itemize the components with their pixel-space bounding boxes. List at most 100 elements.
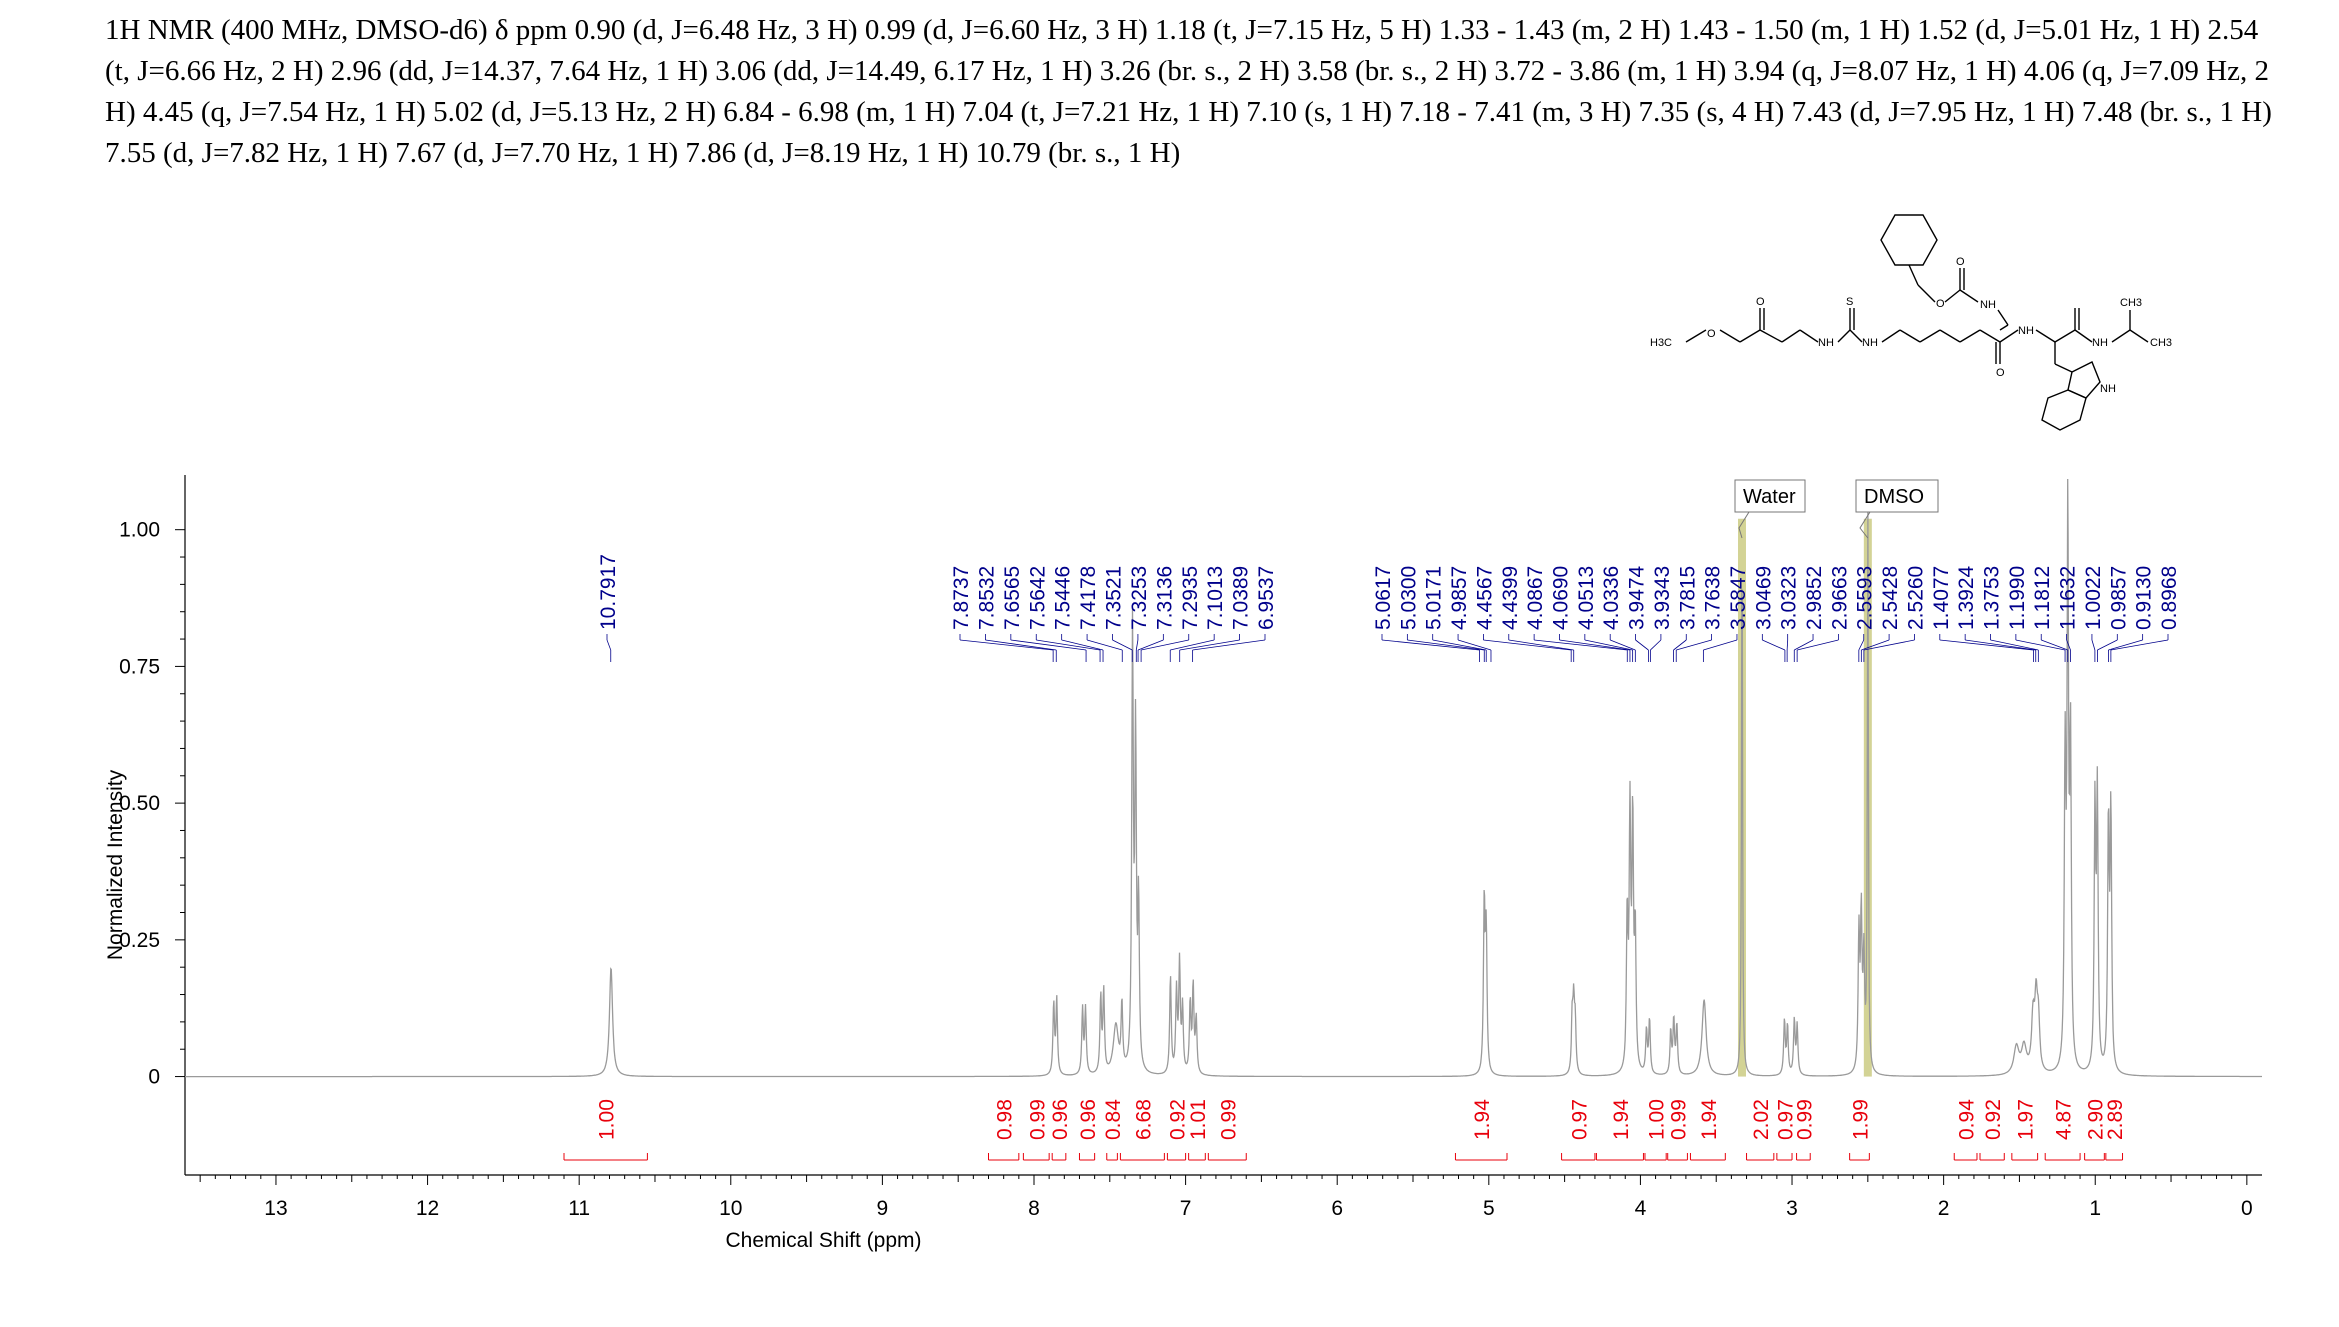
peak-label-leader — [1990, 639, 2039, 651]
peak-label: 2.9663 — [1828, 566, 1851, 630]
y-tick-label: 1.00 — [119, 519, 160, 542]
annotation-pointer — [1738, 511, 1750, 539]
peak-label: 7.6565 — [1001, 566, 1024, 630]
peak-label: 1.0022 — [2082, 566, 2105, 630]
peak-label-leader — [1610, 639, 1636, 651]
nmr-description: 1H NMR (400 MHz, DMSO-d6) δ ppm 0.90 (d,… — [105, 14, 2272, 169]
peak-label: 7.8737 — [950, 566, 973, 630]
peak-label-leader — [1635, 639, 1649, 651]
x-tick-label: 4 — [1635, 1197, 1647, 1220]
peak-label: 7.2935 — [1179, 566, 1202, 630]
peak-label-leader — [1861, 639, 1890, 651]
molecule-label: NH — [1818, 337, 1834, 349]
molecule-labels: O O O O S H3C NH NH NH NH NH CH3 CH3 NH … — [1650, 256, 2172, 395]
integral-value: 0.96 — [1077, 1099, 1100, 1140]
molecule-label: H3C — [1650, 337, 1672, 349]
peak-label-leader — [1650, 639, 1662, 651]
x-tick-label: 2 — [1938, 1197, 1950, 1220]
peak-label: 1.1812 — [2031, 566, 2054, 630]
integral-value: 2.89 — [2104, 1099, 2127, 1140]
integral-value: 1.94 — [1610, 1099, 1633, 1140]
x-tick-label: 10 — [719, 1197, 742, 1220]
dmso-highlight — [1863, 518, 1872, 1077]
peak-label-leader — [1584, 639, 1633, 651]
annotation-label: DMSO — [1864, 486, 1924, 508]
peak-label: 3.7815 — [1676, 566, 1699, 630]
annotation-pointer — [1859, 511, 1871, 539]
peak-label: 7.3136 — [1153, 566, 1176, 630]
x-tick-label: 11 — [568, 1197, 590, 1220]
peak-label-leader — [606, 639, 612, 651]
plot-area: 13 12 11 10 9 8 7 6 5 4 3 2 1 01.000.750.500.250Chemi… — [104, 475, 2262, 1252]
x-tick-label: 13 — [264, 1197, 287, 1220]
integral-value: 0.92 — [1167, 1099, 1190, 1140]
y-tick-label: 0.75 — [119, 655, 160, 678]
peak-label: 7.1013 — [1204, 566, 1227, 630]
peak-label: 7.8532 — [975, 566, 998, 630]
x-tick-label: 8 — [1028, 1197, 1040, 1220]
peak-label: 1.4077 — [1930, 566, 1953, 630]
peak-label: 7.5446 — [1052, 566, 1075, 630]
peak-label-leader — [1559, 639, 1631, 651]
peak-label: 5.0617 — [1372, 566, 1395, 630]
peak-label: 3.0469 — [1752, 566, 1775, 630]
peak-label: 3.0323 — [1778, 566, 1801, 630]
peak-label-leader — [1135, 639, 1139, 651]
peak-label: 2.5260 — [1904, 566, 1927, 630]
integral-value: 2.90 — [2084, 1099, 2107, 1140]
peak-label-leader — [1010, 639, 1087, 651]
annotation-box — [1734, 479, 1806, 513]
peak-label-leader — [1432, 639, 1487, 651]
peak-label: 4.0336 — [1600, 566, 1623, 630]
peak-label-leader — [1703, 639, 1738, 651]
x-tick-label: 6 — [1331, 1197, 1343, 1220]
peak-label-leader — [2015, 639, 2066, 651]
peak-label: 0.9130 — [2133, 566, 2156, 630]
peak-label-leader — [1483, 639, 1572, 651]
peak-label-leader — [1939, 639, 2034, 651]
peak-label: 2.5593 — [1854, 566, 1877, 630]
integral-value: 4.87 — [2053, 1099, 2076, 1140]
molecule-label: NH — [2100, 383, 2116, 395]
peak-label-leader — [1381, 639, 1480, 651]
peak-label: 3.9474 — [1626, 565, 1649, 630]
peak-label-leader — [1534, 639, 1628, 651]
peak-label: 0.9857 — [2107, 566, 2130, 630]
peak-label-leader — [1676, 639, 1712, 651]
integral-value: 2.02 — [1750, 1099, 1773, 1140]
peak-label-leader — [1965, 639, 2036, 651]
peak-label: 7.5642 — [1026, 566, 1049, 630]
peak-label-leader — [1036, 639, 1101, 651]
peak-label: 10.7917 — [597, 554, 620, 630]
peak-label: 3.9343 — [1651, 566, 1674, 630]
x-tick-label: 1 — [2089, 1197, 2101, 1220]
peak-label-leader — [1407, 639, 1485, 651]
molecule-label: O — [1996, 367, 2005, 379]
peak-label-leader — [2108, 639, 2143, 651]
integral-value: 1.94 — [1471, 1099, 1494, 1140]
x-axis-title: Chemical Shift (ppm) — [725, 1229, 921, 1252]
peak-label: 7.3253 — [1128, 566, 1151, 630]
x-tick-label: 7 — [1180, 1197, 1192, 1220]
peak-label: 3.5847 — [1727, 566, 1750, 630]
integral-value: 0.97 — [1568, 1099, 1591, 1140]
peak-label-leader — [1797, 639, 1839, 651]
peak-label: 1.1990 — [2006, 566, 2029, 630]
peak-label-leader — [1786, 639, 1789, 651]
peak-label-leader — [1086, 639, 1123, 651]
molecule-label: NH — [2018, 325, 2034, 337]
x-tick-label: 0 — [2241, 1197, 2253, 1220]
peak-label-leader — [1137, 639, 1164, 651]
peak-label-leader — [2097, 639, 2118, 651]
peak-label-leader — [2110, 639, 2169, 651]
peak-label-leader — [1192, 639, 1266, 651]
peak-label-leader — [1863, 639, 1915, 651]
integral-value: 0.99 — [1668, 1099, 1691, 1140]
peak-label-leader — [1673, 639, 1687, 651]
x-tick-label: 5 — [1483, 1197, 1495, 1220]
annotation-box — [1855, 479, 1939, 513]
peak-label: 4.0513 — [1575, 566, 1598, 630]
peak-label-leader — [985, 639, 1057, 651]
peak-label: 1.3753 — [1981, 566, 2004, 630]
integral-value: 1.94 — [1698, 1099, 1721, 1140]
